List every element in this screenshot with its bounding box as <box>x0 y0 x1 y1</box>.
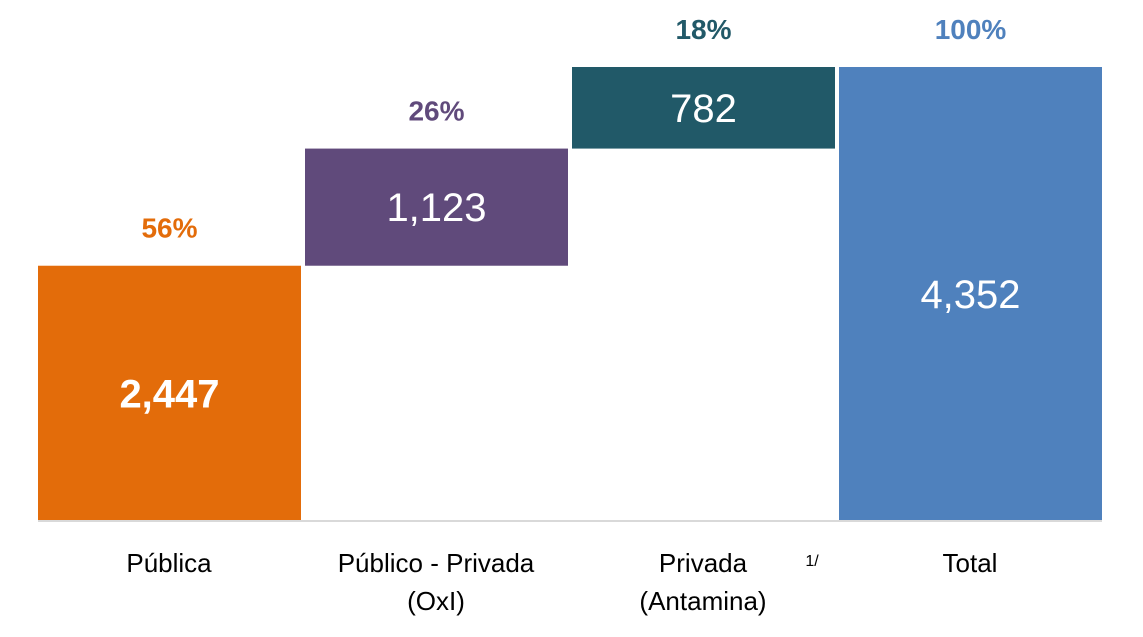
footnote-marker-2: 1/ <box>805 553 819 570</box>
category-label-2-line-0: Privada <box>659 548 748 578</box>
category-label-1-line-0: Público - Privada <box>338 548 535 578</box>
bar-value-label-3: 4,352 <box>920 273 1020 317</box>
bar-value-label-0: 2,447 <box>119 372 219 416</box>
category-label-3: Total <box>943 548 998 578</box>
bar-value-label-2: 782 <box>670 87 737 131</box>
bar-1 <box>305 148 568 266</box>
bar-2 <box>572 67 835 149</box>
bars-layer <box>38 67 1102 521</box>
bar-0 <box>38 265 301 521</box>
percent-label-1: 26% <box>408 96 464 127</box>
percent-label-0: 56% <box>141 213 197 244</box>
percent-label-3: 100% <box>935 14 1007 45</box>
labels-layer: 2,447 56% Pública 1,123 26% Público - Privada… <box>119 14 1020 616</box>
percent-label-2: 18% <box>675 14 731 45</box>
bar-value-label-1: 1,123 <box>386 186 486 230</box>
category-label-1-line-1: (OxI) <box>407 586 465 616</box>
category-label-2-line-1: (Antamina) <box>639 586 766 616</box>
category-label-0: Pública <box>126 548 212 578</box>
bar-3 <box>839 67 1102 521</box>
